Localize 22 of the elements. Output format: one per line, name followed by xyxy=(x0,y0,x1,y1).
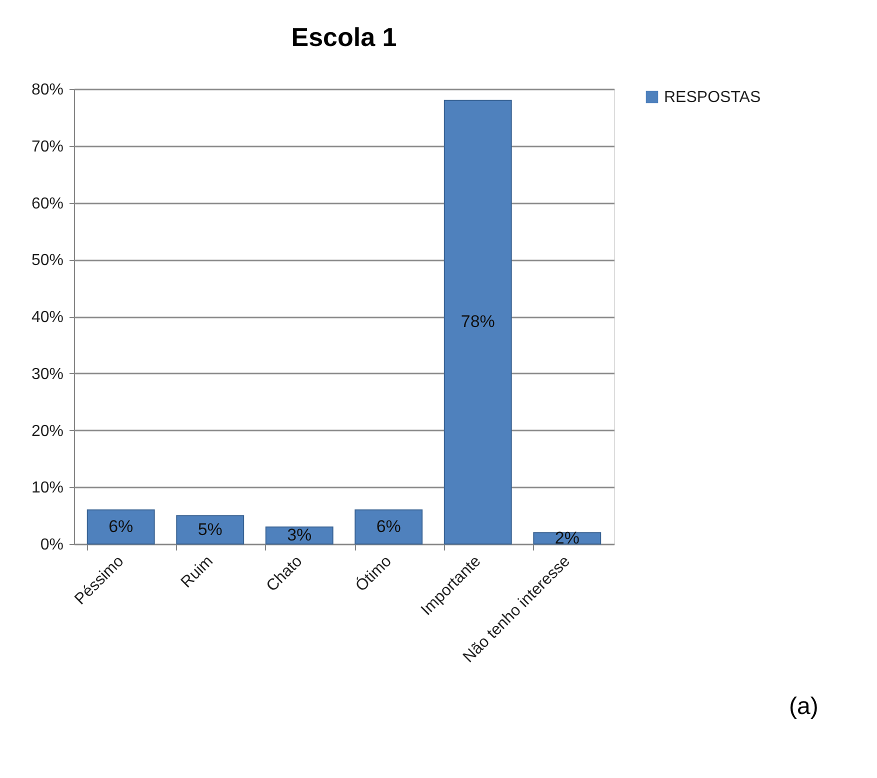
y-tick-label: 50% xyxy=(31,252,64,270)
bar xyxy=(86,509,155,544)
y-tick-label: 0% xyxy=(40,536,64,554)
data-label: 5% xyxy=(198,520,222,539)
y-tick-label: 20% xyxy=(31,422,64,440)
y-tick-label: 40% xyxy=(31,309,64,326)
bar xyxy=(354,509,423,544)
data-label: 3% xyxy=(287,525,312,544)
chart-title: Escola 1 xyxy=(291,22,397,52)
y-tick-label: 60% xyxy=(31,195,64,212)
text: (a) xyxy=(789,693,818,720)
bar xyxy=(176,515,244,544)
data-label: 6% xyxy=(376,516,401,536)
legend-label: RESPOSTAS xyxy=(664,89,761,106)
data-label: 2% xyxy=(554,528,580,548)
y-tick-label: 10% xyxy=(31,480,64,497)
data-label: 78% xyxy=(460,312,495,332)
y-tick-label: 30% xyxy=(31,366,64,383)
bar xyxy=(444,100,512,544)
y-tick-label: 70% xyxy=(31,138,64,156)
y-tick-label: 80% xyxy=(31,82,64,98)
data-label: 6% xyxy=(108,516,134,536)
